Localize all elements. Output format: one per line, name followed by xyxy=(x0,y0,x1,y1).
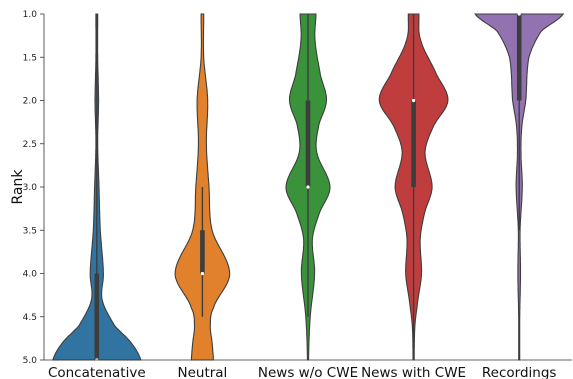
x-tick-label-0: Concatenative xyxy=(48,365,146,379)
violin-box-1 xyxy=(200,230,205,274)
y-tick-label-6: 4.0 xyxy=(23,270,38,280)
violin-median-2 xyxy=(306,185,310,189)
y-tick-label-7: 4.5 xyxy=(23,313,37,323)
violin-0 xyxy=(52,13,142,362)
y-tick-label-5: 3.5 xyxy=(23,226,37,236)
violin-box-2 xyxy=(305,100,311,187)
x-tick-label-4: Recordings xyxy=(482,365,557,379)
violins xyxy=(52,12,565,362)
y-tick-label-8: 5.0 xyxy=(23,356,38,366)
violin-3 xyxy=(378,13,449,361)
x-tick-label-2: News w/o CWE xyxy=(258,365,358,379)
violin-median-1 xyxy=(200,271,204,276)
y-tick-label-4: 3.0 xyxy=(23,183,38,193)
violin-box-0 xyxy=(94,273,100,360)
plot-frame xyxy=(43,14,572,361)
y-tick-label-1: 1.5 xyxy=(23,53,37,63)
y-axis-label: Rank xyxy=(10,169,26,205)
violin-box-4 xyxy=(516,14,522,101)
y-tick-label-3: 2.5 xyxy=(23,140,37,150)
violin-4 xyxy=(474,12,565,361)
y-tick-label-2: 2.0 xyxy=(23,97,38,107)
x-tick-label-3: News with CWE xyxy=(361,365,466,379)
y-tick-label-0: 1.0 xyxy=(23,10,38,20)
y-axis: 1.0 1.5 2.0 2.5 3.0 3.5 4.0 4.5 5.0 xyxy=(23,10,44,366)
violin-1 xyxy=(174,13,231,361)
violin-median-4 xyxy=(517,12,521,16)
violin-median-3 xyxy=(412,98,416,103)
violin-box-3 xyxy=(411,100,416,187)
x-axis: Concatenative Neutral News w/o CWE News wit… xyxy=(48,365,557,379)
x-tick-label-1: Neutral xyxy=(177,365,227,379)
violin-2 xyxy=(285,13,331,361)
